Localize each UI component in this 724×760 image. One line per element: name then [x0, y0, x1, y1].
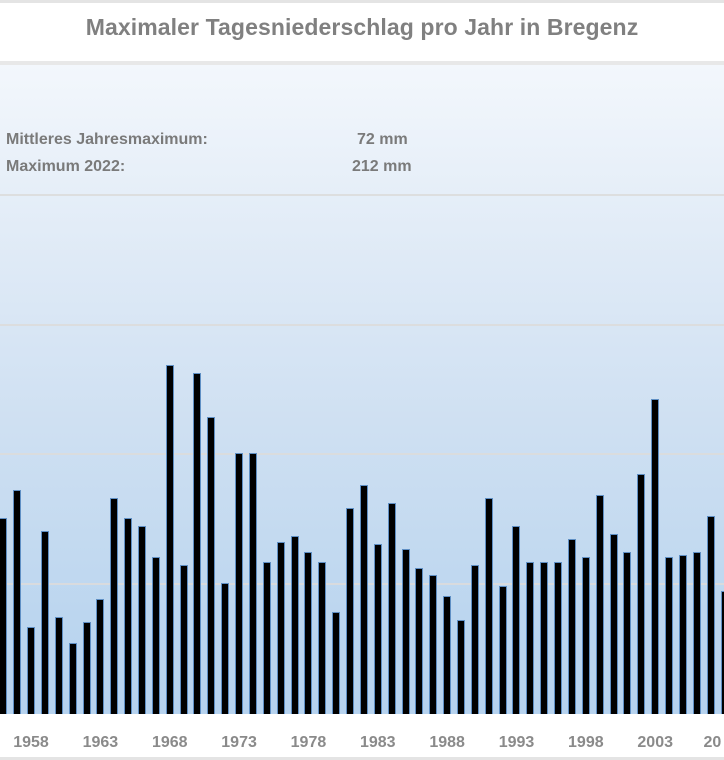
bar-1996 — [555, 563, 562, 714]
bar-1958 — [28, 628, 35, 714]
bar-1961 — [69, 643, 76, 714]
bar-1987 — [430, 576, 437, 714]
bar-1960 — [55, 617, 62, 714]
bar-1973 — [236, 454, 243, 714]
bar-2007 — [707, 516, 714, 714]
x-axis: 1958 1963 1968 1973 1978 1983 1988 1993 1998 2003… — [0, 714, 724, 757]
bar-1981 — [347, 508, 354, 714]
x-tick-label: 1998 — [568, 734, 604, 751]
bar-1979 — [319, 563, 326, 714]
bar-1967 — [152, 558, 159, 714]
bar-1986 — [416, 568, 423, 714]
bar-1991 — [485, 498, 492, 714]
bar-1989 — [458, 620, 464, 714]
bar-1959 — [41, 532, 48, 714]
bar-1970 — [194, 373, 201, 714]
bar-2004 — [666, 558, 673, 714]
max-value: 212 mm — [352, 158, 412, 175]
bar-1994 — [527, 563, 534, 714]
bar-1992 — [499, 586, 506, 714]
bar-1976 — [277, 542, 284, 714]
bar-1964 — [111, 498, 118, 714]
x-tick-label: 1958 — [13, 734, 49, 751]
bar-1993 — [513, 527, 520, 714]
max-label: Maximum 2022: — [6, 158, 126, 175]
bar-1956 — [0, 519, 7, 714]
bar-1982 — [360, 485, 367, 714]
bar-1990 — [471, 566, 478, 714]
bar-1971 — [208, 418, 215, 714]
bar-1980 — [333, 612, 340, 714]
bar-1978 — [305, 553, 312, 714]
bar-1966 — [139, 527, 145, 714]
bar-1962 — [83, 623, 90, 714]
bar-2003 — [652, 399, 659, 714]
bar-1975 — [263, 563, 270, 714]
title-separator — [0, 61, 724, 65]
bar-1997 — [568, 540, 575, 714]
x-tick-label: 20 — [703, 734, 722, 751]
x-tick-label: 1973 — [221, 734, 257, 751]
x-tick-label: 2003 — [637, 734, 673, 751]
bottom-border — [0, 757, 724, 760]
bar-1977 — [291, 537, 298, 714]
bar-1972 — [222, 584, 229, 714]
bar-1957 — [14, 490, 21, 714]
x-tick-label: 1993 — [498, 734, 535, 751]
bar-1985 — [402, 550, 409, 714]
bar-1974 — [249, 454, 256, 714]
bar-1988 — [444, 597, 451, 714]
bar-1963 — [97, 599, 104, 714]
bar-1969 — [180, 566, 187, 714]
bar-1984 — [388, 503, 395, 714]
bar-2008 — [721, 592, 724, 714]
x-tick-label: 1988 — [429, 734, 465, 751]
bar-2001 — [624, 553, 631, 714]
bar-1998 — [582, 558, 589, 714]
x-tick-label: 1978 — [290, 734, 327, 751]
plot-area: Mittleres Jahresmaximum: 72 mm Maximum 2… — [0, 65, 724, 714]
bar-2002 — [638, 475, 645, 714]
bar-2000 — [610, 534, 617, 714]
mean-label: Mittleres Jahresmaximum: — [6, 131, 208, 148]
gridline — [0, 193, 724, 196]
x-tick-label: 1983 — [359, 734, 396, 751]
x-tick-label: 1963 — [82, 734, 119, 751]
gridline — [0, 453, 724, 456]
gridline — [0, 323, 724, 326]
chart-title: Maximaler Tagesniederschlag pro Jahr in … — [85, 14, 639, 40]
bar-2005 — [679, 555, 686, 714]
bar-1999 — [596, 495, 603, 714]
bar-1965 — [125, 519, 132, 714]
top-border — [0, 0, 724, 3]
bar-1983 — [374, 545, 381, 714]
bar-2006 — [693, 553, 700, 714]
bar-1995 — [541, 563, 548, 714]
x-tick-label: 1968 — [151, 734, 188, 751]
bar-1968 — [166, 366, 173, 714]
mean-value: 72 mm — [357, 131, 408, 148]
